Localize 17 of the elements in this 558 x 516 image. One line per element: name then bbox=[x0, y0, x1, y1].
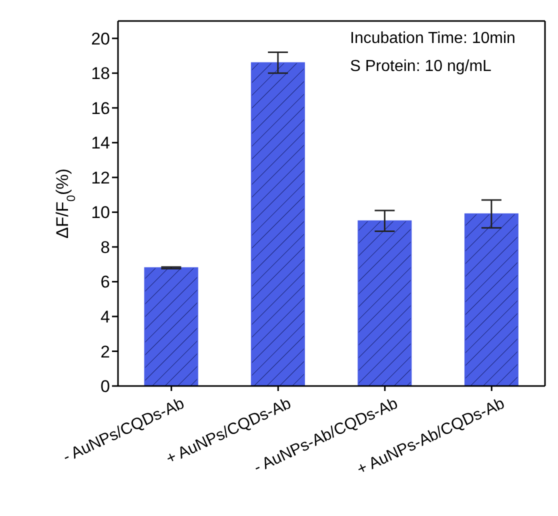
y-tick-label: 8 bbox=[100, 238, 110, 257]
annotation: S Protein: 10 ng/mL bbox=[350, 58, 492, 76]
y-tick-label: 2 bbox=[100, 342, 110, 362]
bar bbox=[144, 267, 198, 386]
y-tick-label: 14 bbox=[91, 134, 110, 153]
annotation: Incubation Time: 10min bbox=[350, 30, 516, 48]
y-tick-label: 16 bbox=[91, 98, 110, 118]
y-tick-label: 18 bbox=[91, 64, 110, 84]
y-tick-label: 20 bbox=[91, 29, 110, 48]
bar bbox=[250, 62, 305, 386]
y-tick-label: 4 bbox=[100, 308, 110, 327]
bar bbox=[358, 220, 412, 386]
y-tick-label: 6 bbox=[100, 272, 110, 292]
bar bbox=[464, 213, 518, 386]
y-tick-label: 0 bbox=[100, 377, 110, 396]
y-tick-label: 10 bbox=[91, 203, 110, 222]
y-tick-label: 12 bbox=[91, 168, 110, 188]
